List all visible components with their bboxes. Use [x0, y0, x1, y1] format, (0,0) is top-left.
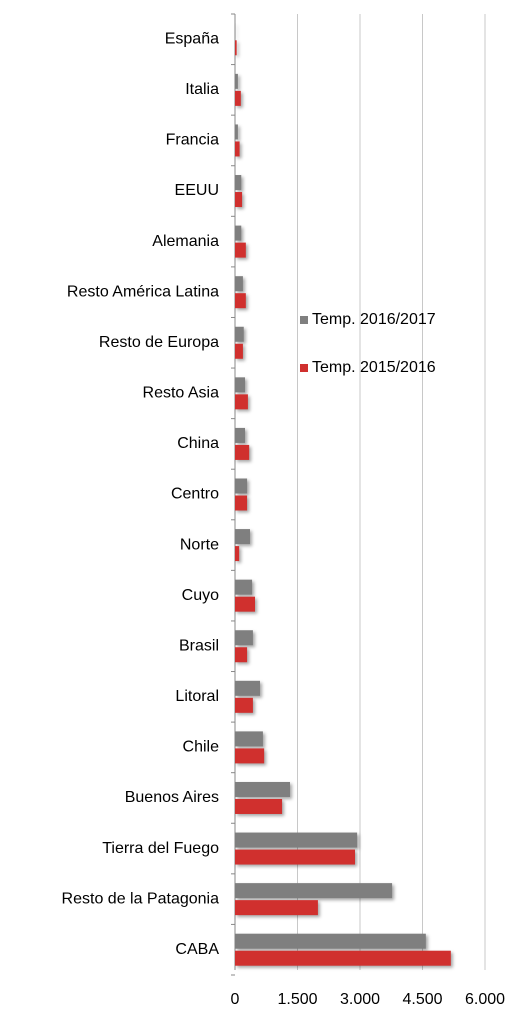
bar [235, 243, 246, 258]
bar [235, 124, 238, 139]
x-tick-label: 4.500 [402, 991, 442, 1008]
bar [235, 850, 355, 865]
y-tick-label: Tierra del Fuego [102, 840, 219, 857]
bar [235, 74, 238, 89]
x-tick-label: 6.000 [465, 991, 505, 1008]
bar [235, 647, 247, 662]
bar [235, 900, 318, 915]
y-tick-label: Francia [166, 132, 219, 149]
legend-label: Temp. 2015/2016 [312, 359, 436, 376]
y-tick-label: Brasil [179, 637, 219, 654]
bar [235, 344, 243, 359]
y-tick-label: Italia [185, 81, 219, 98]
y-tick-label: Resto América Latina [67, 283, 219, 300]
bar [235, 546, 239, 561]
bar [235, 681, 260, 696]
x-tick-label: 1.500 [277, 991, 317, 1008]
y-tick-label: España [165, 31, 219, 48]
bar [235, 175, 241, 190]
bar [235, 782, 290, 797]
y-tick-label: Cuyo [182, 587, 219, 604]
bar [235, 40, 237, 55]
bar [235, 799, 282, 814]
x-tick-label: 0 [231, 991, 240, 1008]
bar [235, 192, 242, 207]
y-tick-label: Alemania [152, 233, 219, 250]
bar [235, 377, 245, 392]
bar [235, 496, 247, 511]
y-tick-label: Chile [183, 739, 220, 756]
y-tick-label: China [177, 435, 219, 452]
y-tick-label: Litoral [175, 688, 219, 705]
bar [235, 883, 392, 898]
legend-swatch [300, 364, 308, 372]
legend-swatch [300, 316, 308, 324]
bar [235, 597, 255, 612]
bar [235, 276, 243, 291]
y-tick-label: Buenos Aires [125, 789, 219, 806]
bar [235, 748, 264, 763]
bar [235, 293, 246, 308]
bar [235, 91, 241, 106]
x-tick-label: 3.000 [340, 991, 380, 1008]
y-tick-label: Resto Asia [143, 385, 220, 402]
bar [235, 394, 248, 409]
y-tick-label: Centro [171, 486, 219, 503]
bar [235, 327, 244, 342]
y-tick-label: Resto de la Patagonia [62, 890, 220, 907]
y-tick-label: Norte [180, 536, 219, 553]
bar [235, 698, 253, 713]
bar [235, 951, 451, 966]
y-tick-label: CABA [175, 941, 219, 958]
bar [235, 141, 240, 156]
y-tick-label: Resto de Europa [99, 334, 219, 351]
y-tick-label: EEUU [175, 182, 219, 199]
bar [235, 934, 426, 949]
bar [235, 833, 357, 848]
bar [235, 428, 245, 443]
bar [235, 226, 241, 241]
bar [235, 731, 263, 746]
bar [235, 529, 250, 544]
bar [235, 445, 249, 460]
bar [235, 630, 253, 645]
legend-label: Temp. 2016/2017 [312, 311, 436, 328]
bar [235, 479, 247, 494]
bar [235, 580, 252, 595]
